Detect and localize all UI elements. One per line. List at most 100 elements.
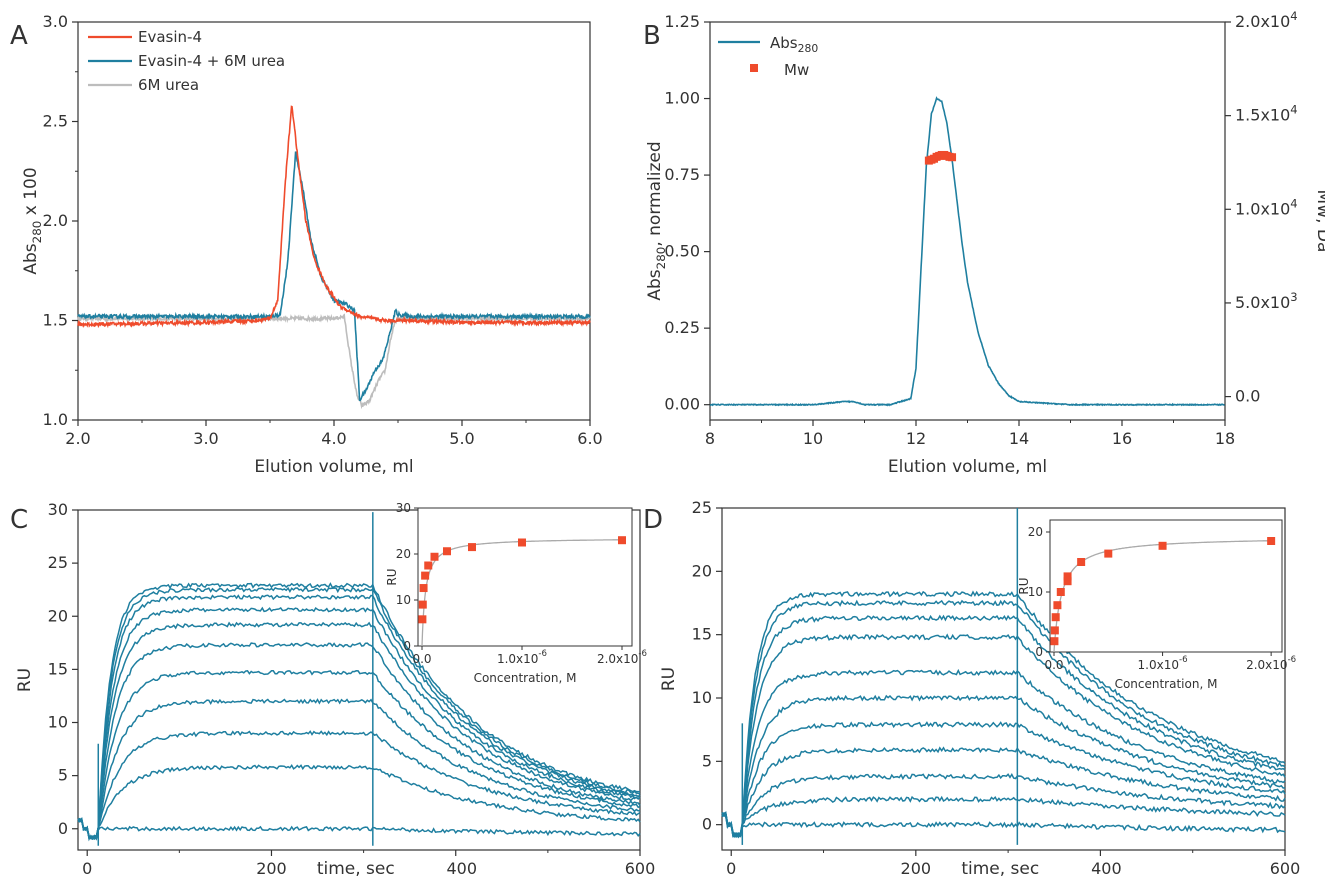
inset-point <box>1104 549 1113 558</box>
x-tick-label: 600 <box>1270 859 1301 878</box>
y-right-tick-label: 5.0x103 <box>1235 290 1298 312</box>
sensorgram-line <box>77 582 641 840</box>
x-axis-label: Elution volume, ml <box>254 457 413 477</box>
mw-point <box>948 153 957 162</box>
sensorgram-line <box>77 730 641 839</box>
inset-x-tick-label: 2.0x10-6 <box>1246 655 1296 672</box>
y-right-axis-label: Mw, Da <box>1313 190 1325 253</box>
spr-frame <box>77 509 641 851</box>
inset-y-tick-label: 0 <box>403 639 411 653</box>
y-tick-label: 5 <box>702 751 712 770</box>
panel-letter-c: C <box>10 505 28 535</box>
sensorgram-line <box>77 586 641 840</box>
inset-x-axis-label: Concentration, M <box>1115 677 1218 691</box>
y-right-tick-label: 1.0x104 <box>1235 196 1298 218</box>
inset-point <box>443 547 451 556</box>
abs-line <box>709 96 1225 407</box>
sensorgram-line <box>77 621 640 840</box>
inset-x-axis-label: Concentration, M <box>474 671 577 685</box>
series-line <box>77 105 591 329</box>
panel-b-frame <box>709 21 1226 421</box>
y-tick-label: 25 <box>48 553 68 572</box>
y-tick-label: 1.25 <box>664 12 700 31</box>
y-tick-label: 10 <box>48 713 68 732</box>
legend-label: Evasin-4 + 6M urea <box>138 52 285 70</box>
inset-point <box>1267 537 1276 545</box>
x-tick-label: 400 <box>446 859 477 878</box>
x-tick-label: 400 <box>1091 859 1122 878</box>
y-tick-label: 15 <box>48 659 68 678</box>
sensorgram-line <box>77 594 641 840</box>
inset-point <box>418 600 427 609</box>
inset-x-tick-label: 0.0 <box>412 652 431 666</box>
sensorgram-line <box>77 606 641 841</box>
y-tick-label: 2.5 <box>43 112 68 131</box>
inset-point <box>1056 588 1065 596</box>
sensorgram-line <box>721 599 1286 838</box>
x-tick-label: 0 <box>82 859 92 878</box>
inset-y-tick-label: 20 <box>1028 525 1043 539</box>
sensorgram-line <box>721 811 1286 836</box>
inset-chart: 0 10 20 0.0 1.0x10-6 2.0x10-6 Concentration, M… <box>1017 519 1296 691</box>
inset-y-axis-label: RU <box>385 568 399 585</box>
y-tick-label: 5 <box>58 766 68 785</box>
panel-b-chart: 8 10 12 14 16 18 0.00 0.25 0.50 0.75 1.00 1.25 0.0 5.… <box>645 9 1325 477</box>
x-tick-label: 3.0 <box>193 429 218 448</box>
y-axis-label: Abs280 x 100 <box>21 167 44 274</box>
x-tick-label: 14 <box>1009 429 1029 448</box>
sensorgram-line <box>721 633 1286 838</box>
inset-y-tick-label: 20 <box>396 547 411 561</box>
sensorgram-line <box>721 795 1286 839</box>
sensorgram-line <box>721 590 1286 838</box>
y-tick-label: 0.25 <box>664 318 700 337</box>
inset-point <box>419 584 428 593</box>
x-tick-label: 6.0 <box>577 429 602 448</box>
x-tick-label: 8 <box>705 429 715 448</box>
y-tick-label: 1.5 <box>43 311 68 330</box>
y-tick-label: 0 <box>58 819 68 838</box>
inset-point <box>518 538 526 547</box>
inset-x-tick-label: 2.0x10-6 <box>597 649 647 666</box>
sensorgram-line <box>77 698 641 840</box>
y-tick-label: 0.50 <box>664 242 700 261</box>
x-tick-label: 10 <box>803 429 823 448</box>
sensorgram-line <box>721 721 1286 838</box>
sensorgram-line <box>77 764 641 841</box>
y-right-tick-label: 1.5x104 <box>1235 103 1298 125</box>
inset-frame <box>417 507 633 647</box>
sensorgram-line <box>721 668 1286 835</box>
y-tick-label: 1.0 <box>43 410 68 429</box>
x-tick-label: 4.0 <box>321 429 346 448</box>
x-axis-label: time, sec <box>961 859 1039 879</box>
series-line <box>77 151 591 402</box>
x-tick-label: 2.0 <box>65 429 90 448</box>
x-axis-label: Elution volume, ml <box>888 457 1047 477</box>
y-tick-label: 20 <box>692 561 712 580</box>
y-tick-label: 0.00 <box>664 395 700 414</box>
sensorgram-line <box>721 614 1286 838</box>
y-axis-label: RU <box>659 667 679 691</box>
inset-point <box>1051 613 1060 622</box>
y-tick-label: 3.0 <box>43 12 68 31</box>
x-tick-label: 5.0 <box>449 429 474 448</box>
legend-label: Evasin-4 <box>138 28 202 46</box>
inset-y-tick-label: 30 <box>396 501 411 515</box>
legend-label: Mw <box>784 61 809 79</box>
x-tick-label: 12 <box>906 429 926 448</box>
y-tick-label: 20 <box>48 606 68 625</box>
sensorgram-line <box>77 642 641 840</box>
legend-swatch <box>750 64 758 72</box>
inset-x-tick-label: 1.0x10-6 <box>497 649 547 666</box>
y-axis-label: Abs280, normalized <box>645 141 668 300</box>
panel-letter-b: B <box>643 21 661 51</box>
inset-chart: 0 10 20 30 0.0 1.0x10-6 2.0x10-6 Concentration,… <box>385 501 647 685</box>
inset-point <box>1050 626 1059 635</box>
sensorgram-line <box>722 773 1286 838</box>
inset-point <box>1050 637 1059 646</box>
panel-a-chart: 2.0 3.0 4.0 5.0 6.0 1.0 1.5 2.0 2.5 3.0 Elution vo… <box>21 12 603 477</box>
inset-y-axis-label: RU <box>1017 577 1031 594</box>
y-tick-label: 25 <box>692 498 712 517</box>
y-right-tick-label: 2.0x104 <box>1235 9 1298 31</box>
inset-point <box>618 536 626 545</box>
inset-x-tick-label: 0.0 <box>1044 658 1063 672</box>
